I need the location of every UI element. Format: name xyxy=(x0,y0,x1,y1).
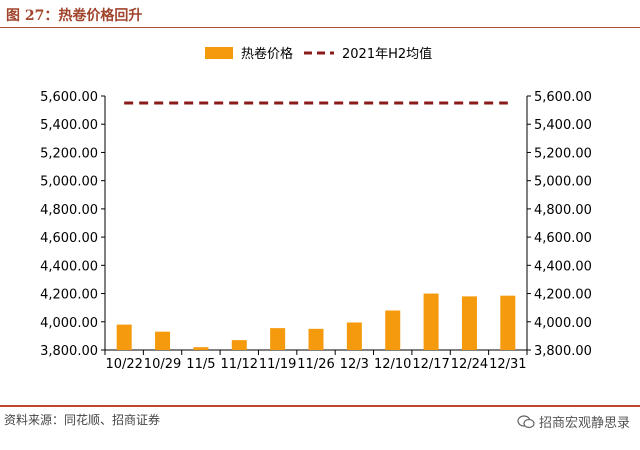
x-tick-label: 11/26 xyxy=(297,357,334,372)
bar xyxy=(461,296,477,350)
legend-label-line: 2021年H2均值 xyxy=(342,46,432,62)
chart-legend: 热卷价格 2021年H2均值 xyxy=(205,46,432,62)
y-tick-label-left: 4,600.00 xyxy=(40,231,98,246)
bar xyxy=(500,295,516,350)
bar xyxy=(270,328,286,350)
watermark: 招商宏观静思录 xyxy=(517,412,630,431)
x-tick-label: 11/19 xyxy=(259,357,296,372)
bar xyxy=(423,293,439,350)
bar xyxy=(193,347,209,350)
x-tick-label: 12/10 xyxy=(374,357,411,372)
x-tick-label: 10/29 xyxy=(144,357,181,372)
x-tick-label: 12/24 xyxy=(451,357,488,372)
y-tick-label-right: 5,400.00 xyxy=(534,118,592,133)
y-tick-label-left: 5,600.00 xyxy=(40,90,98,105)
y-tick-label-left: 5,200.00 xyxy=(40,146,98,161)
y-tick-label-right: 4,400.00 xyxy=(534,259,592,274)
x-tick-label: 12/3 xyxy=(340,357,369,372)
y-tick-label-left: 3,800.00 xyxy=(40,344,98,359)
source-note: 资料来源：同花顺、招商证券 xyxy=(4,413,161,427)
y-tick-label-right: 5,200.00 xyxy=(534,146,592,161)
source-divider xyxy=(0,405,640,407)
watermark-text: 招商宏观静思录 xyxy=(538,416,630,431)
y-tick-label-left: 4,400.00 xyxy=(40,259,98,274)
y-tick-label-right: 4,200.00 xyxy=(534,288,592,303)
y-tick-label-left: 5,000.00 xyxy=(40,175,98,190)
chart-ticks: 3,800.00 3,800.00 4,000.00 4,000.00 4,200.00… xyxy=(40,90,592,359)
bar xyxy=(308,328,324,350)
y-tick-label-left: 4,000.00 xyxy=(40,316,98,331)
x-tick-label: 11/5 xyxy=(186,357,215,372)
price-chart: 热卷价格 2021年H2均值 3,800.00 3,800.00 4,000.00 4… xyxy=(40,46,592,372)
bar xyxy=(346,322,362,350)
x-tick-label: 10/22 xyxy=(105,357,142,372)
x-tick-label: 11/12 xyxy=(221,357,258,372)
y-tick-label-right: 3,800.00 xyxy=(534,344,592,359)
chart-x-labels: 10/22 10/29 11/5 11/12 11/19 11/26 12/3 12/10 12… xyxy=(104,350,528,372)
wechat-icon xyxy=(517,414,535,428)
y-tick-label-left: 5,400.00 xyxy=(40,118,98,133)
bar xyxy=(385,310,401,350)
y-tick-label-left: 4,800.00 xyxy=(40,203,98,218)
bar xyxy=(155,331,171,350)
x-tick-label: 12/17 xyxy=(412,357,449,372)
y-tick-label-right: 4,800.00 xyxy=(534,203,592,218)
x-tick-label: 12/31 xyxy=(489,357,526,372)
y-tick-label-right: 4,000.00 xyxy=(534,316,592,331)
y-tick-label-right: 4,600.00 xyxy=(534,231,592,246)
y-tick-label-right: 5,000.00 xyxy=(534,175,592,190)
chart-bars xyxy=(116,293,516,350)
legend-swatch-bar xyxy=(205,47,233,59)
title-divider xyxy=(0,27,640,28)
bar xyxy=(231,340,247,350)
legend-label-bar: 热卷价格 xyxy=(241,46,293,62)
figure-title: 图 27：热卷价格回升 xyxy=(6,8,143,24)
y-tick-label-left: 4,200.00 xyxy=(40,288,98,303)
y-tick-label-right: 5,600.00 xyxy=(534,90,592,105)
bar xyxy=(116,324,132,350)
